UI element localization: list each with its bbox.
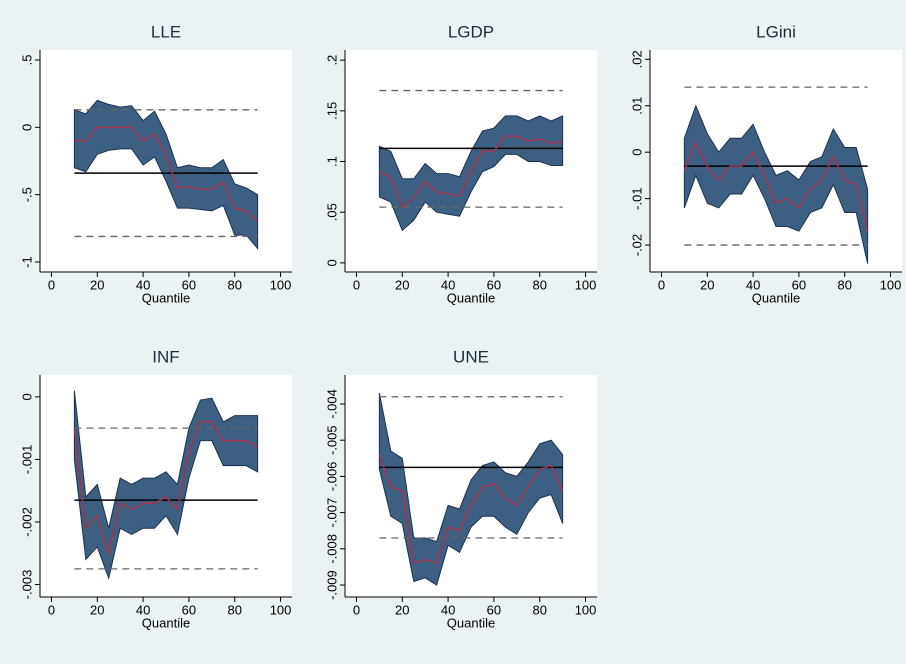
y-tick-label: 0 (19, 393, 34, 400)
x-tick-label: 60 (182, 602, 196, 617)
x-tick-label: 20 (395, 277, 409, 292)
x-axis-label: Quantile (447, 615, 495, 630)
y-tick-label: -.009 (324, 570, 339, 600)
x-tick-label: 0 (48, 277, 55, 292)
x-tick-label: 100 (270, 602, 292, 617)
y-tick-label: .2 (324, 55, 339, 66)
x-tick-label: 0 (353, 277, 360, 292)
x-tick-label: 80 (837, 277, 851, 292)
panel-title: LGini (756, 22, 796, 41)
y-tick-label: -1 (19, 256, 34, 268)
x-tick-label: 100 (575, 602, 597, 617)
x-tick-label: 60 (182, 277, 196, 292)
estimate-line (74, 126, 259, 223)
y-tick-label: -.005 (324, 425, 339, 455)
x-tick-label: 20 (700, 277, 714, 292)
x-tick-label: 80 (532, 602, 546, 617)
x-axis-label: Quantile (752, 290, 800, 305)
confidence-band (378, 393, 564, 586)
y-tick-label: -.004 (324, 389, 339, 419)
y-tick-label: .15 (324, 102, 339, 120)
y-tick-label: .1 (324, 156, 339, 167)
y-tick-label: -.007 (324, 498, 339, 528)
estimate-line (378, 454, 564, 565)
x-tick-label: 60 (487, 602, 501, 617)
x-tick-label: 40 (441, 277, 455, 292)
panel-title: UNE (453, 347, 489, 366)
y-tick-label: -.006 (324, 462, 339, 492)
y-tick-label: 0 (324, 259, 339, 266)
y-tick-label: -.5 (19, 187, 34, 202)
y-tick-label: -.01 (629, 187, 644, 209)
x-axis-label: Quantile (447, 290, 495, 305)
y-tick-label: -.003 (19, 570, 34, 600)
x-tick-label: 80 (227, 277, 241, 292)
x-tick-label: 40 (136, 602, 150, 617)
x-tick-label: 0 (353, 602, 360, 617)
estimate-line (73, 421, 258, 557)
y-tick-label: -.02 (629, 234, 644, 256)
y-tick-label: .02 (629, 50, 644, 68)
panel-title: LGDP (448, 22, 494, 41)
x-tick-label: 80 (227, 602, 241, 617)
x-tick-label: 0 (658, 277, 665, 292)
confidence-band (683, 104, 869, 264)
estimate-line (379, 135, 563, 209)
x-axis-label: Quantile (142, 615, 190, 630)
x-tick-label: 100 (880, 277, 902, 292)
x-tick-label: 100 (575, 277, 597, 292)
y-tick-label: .01 (629, 97, 644, 115)
panel-title: LLE (151, 22, 181, 41)
panel-title: INF (152, 347, 179, 366)
y-tick-label: .5 (19, 55, 34, 66)
x-tick-label: 20 (90, 602, 104, 617)
y-tick-label: 0 (629, 149, 644, 156)
x-tick-label: 60 (792, 277, 806, 292)
estimate-line (683, 141, 869, 232)
x-tick-label: 80 (532, 277, 546, 292)
x-tick-label: 40 (746, 277, 760, 292)
y-tick-label: -.001 (19, 445, 34, 475)
x-tick-label: 20 (395, 602, 409, 617)
x-tick-label: 40 (136, 277, 150, 292)
y-tick-label: -.008 (324, 534, 339, 564)
confidence-band (73, 390, 259, 580)
x-axis-label: Quantile (142, 290, 190, 305)
x-tick-label: 100 (270, 277, 292, 292)
x-tick-label: 20 (90, 277, 104, 292)
x-tick-label: 40 (441, 602, 455, 617)
y-tick-label: -.002 (19, 507, 34, 537)
y-tick-label: .05 (324, 203, 339, 221)
y-tick-label: 0 (19, 124, 34, 131)
x-tick-label: 0 (48, 602, 55, 617)
confidence-band (73, 99, 259, 250)
x-tick-label: 60 (487, 277, 501, 292)
